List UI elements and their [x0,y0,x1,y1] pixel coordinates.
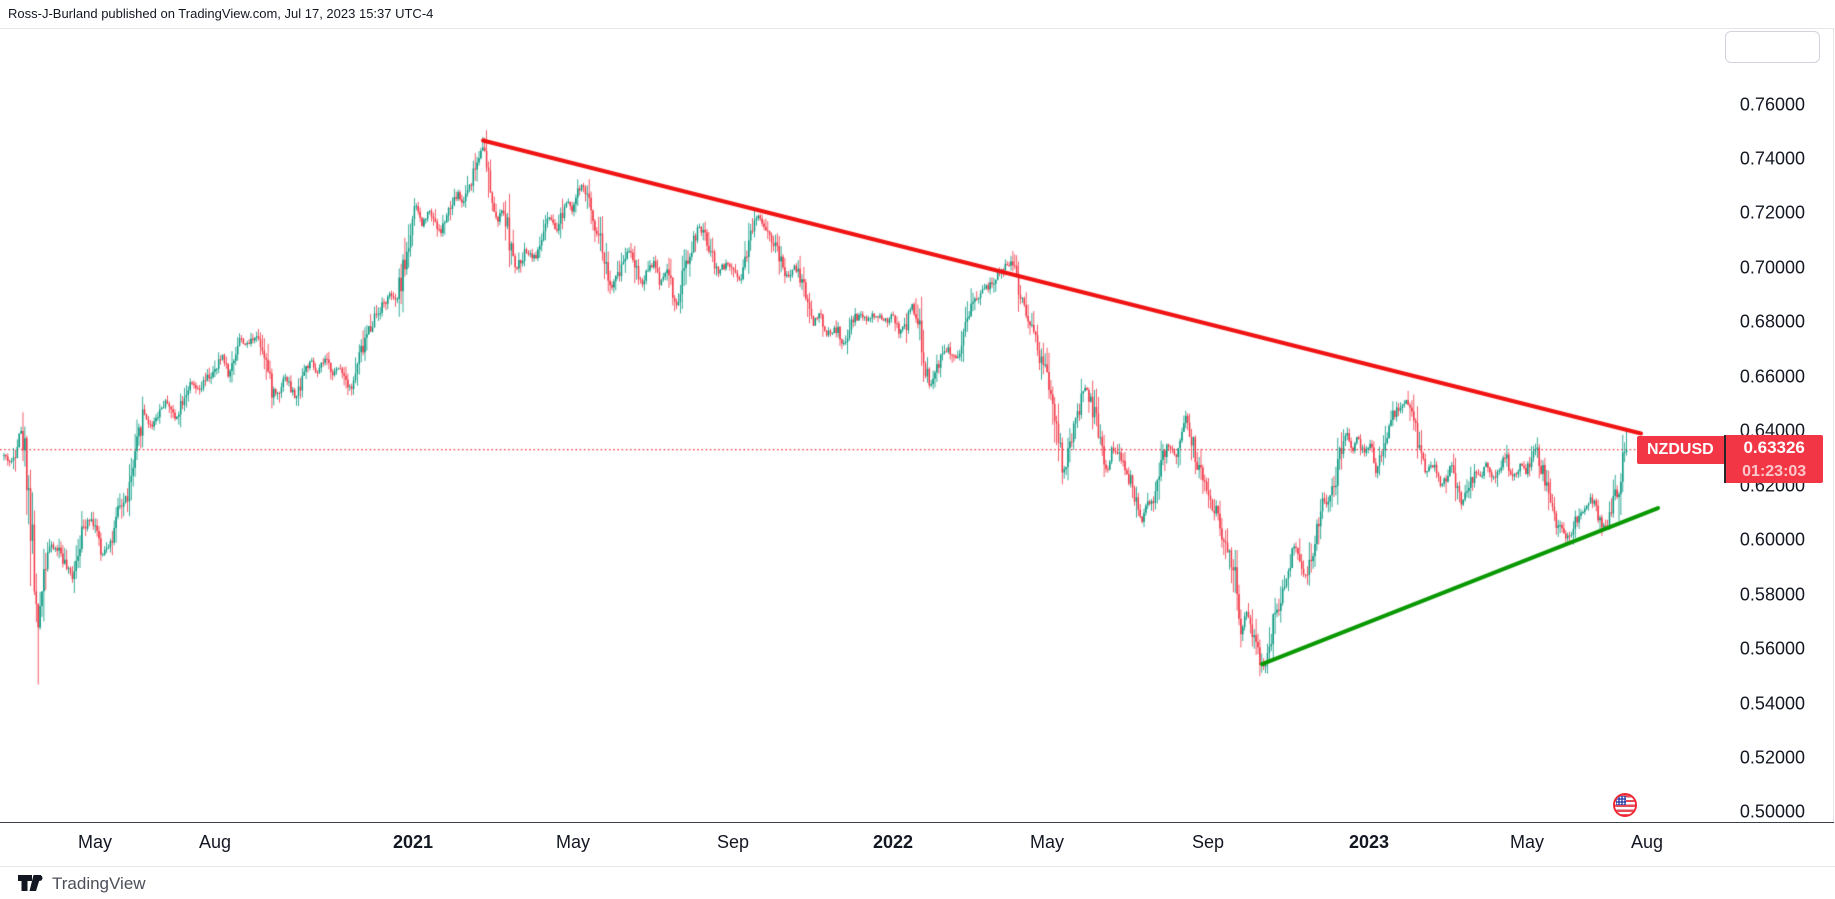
tradingview-logo-icon[interactable] [18,873,48,893]
us-flag-event-icon[interactable] [1613,793,1637,817]
x-tick-label: Sep [1191,832,1225,852]
x-tick-label: Aug [1630,832,1664,852]
x-tick-label: May [1029,832,1065,852]
x-tick-label: 2021 [392,832,434,852]
x-tick-label: May [77,832,113,852]
legend-box[interactable] [1725,31,1820,63]
footer: TradingView [0,867,1835,899]
flag-canton [1616,796,1626,805]
y-tick-label: 0.60000 [1739,529,1805,550]
time-axis-line [0,822,1834,823]
y-tick-label: 0.66000 [1739,366,1805,387]
y-tick-label: 0.76000 [1739,94,1805,114]
y-tick-label: 0.56000 [1739,638,1805,659]
y-tick-label: 0.68000 [1739,311,1805,332]
y-tick-label: 0.72000 [1739,202,1805,223]
y-tick-label: 0.50000 [1739,801,1805,822]
y-tick-label: 0.58000 [1739,584,1805,605]
x-tick-label: May [1509,832,1545,852]
x-tick-label: Sep [716,832,750,852]
x-tick-label: 2023 [1348,832,1390,852]
y-tick-label: 0.52000 [1739,747,1805,768]
last-price: 0.63326 [1743,438,1805,457]
x-tick-label: Aug [198,832,232,852]
footer-divider [0,866,1835,867]
symbol-price-label: NZDUSD 0.63326 01:23:03 [1637,435,1823,483]
x-tick-label: May [555,832,591,852]
x-tick-label: 2022 [872,832,914,852]
symbol-name: NZDUSD [1637,436,1724,464]
y-tick-label: 0.70000 [1739,257,1805,278]
label-separator [1723,435,1726,483]
y-tick-label: 0.54000 [1739,693,1805,714]
tradingview-wordmark[interactable]: TradingView [52,874,146,893]
countdown-timer: 01:23:03 [1742,463,1807,480]
y-tick-label: 0.74000 [1739,148,1805,169]
